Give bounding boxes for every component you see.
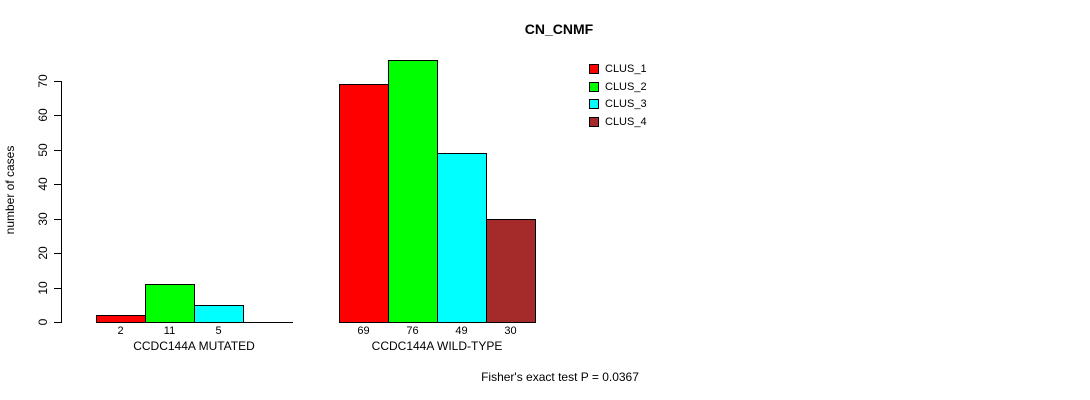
legend-item: CLUS_1 — [589, 62, 647, 76]
legend-item: CLUS_3 — [589, 97, 647, 111]
y-axis-tick — [54, 115, 61, 116]
y-axis-tick-label: 70 — [36, 74, 50, 88]
bar-clus-2-group-1 — [388, 60, 438, 323]
bar-clus-1-group-1 — [339, 84, 389, 323]
y-axis-tick-label: 0 — [36, 318, 50, 326]
bar-value-label: 2 — [117, 325, 124, 337]
legend-swatch-clus-2 — [589, 81, 599, 92]
bar-value-label: 11 — [163, 325, 176, 337]
x-group-label: CCDC144A MUTATED — [133, 339, 255, 353]
legend-label: CLUS_2 — [605, 80, 647, 93]
legend-label: CLUS_1 — [605, 63, 647, 75]
y-axis-tick — [54, 81, 61, 82]
bar-clus-2-group-0 — [145, 284, 195, 323]
y-axis-tick-label: 30 — [36, 212, 50, 226]
y-axis-tick — [54, 184, 61, 185]
legend-swatch-clus-1 — [589, 64, 599, 74]
annotation-fisher-test: Fisher's exact test P = 0.0367 — [481, 370, 639, 384]
legend-label: CLUS_4 — [605, 115, 647, 128]
bar-clus-3-group-1 — [437, 153, 487, 323]
y-axis-tick-label: 10 — [36, 281, 50, 295]
bar-clus-4-group-1 — [486, 219, 536, 323]
y-axis-line — [61, 81, 62, 323]
y-axis-tick — [54, 322, 61, 323]
bar-clus-1-group-0 — [96, 315, 146, 323]
bar-value-label: 49 — [455, 325, 468, 337]
legend-label: CLUS_3 — [605, 98, 647, 110]
bar-clus-3-group-0 — [194, 305, 244, 323]
y-axis-tick-label: 50 — [36, 143, 50, 157]
chart-title: CN_CNMF — [524, 21, 594, 37]
y-axis-tick-label: 20 — [36, 246, 50, 260]
y-axis-tick-label: 60 — [36, 108, 50, 122]
legend-swatch-clus-4 — [589, 116, 599, 127]
y-axis-label: number of cases — [3, 145, 17, 235]
x-group-label: CCDC144A WILD-TYPE — [371, 339, 503, 353]
y-axis-tick-label: 40 — [36, 177, 50, 191]
bar-value-label: 69 — [357, 325, 370, 337]
y-axis-tick — [54, 150, 61, 151]
bar-value-label: 30 — [504, 325, 517, 337]
legend-item: CLUS_2 — [589, 80, 647, 94]
bar-value-label: 5 — [215, 325, 222, 337]
bar-value-label: 76 — [406, 325, 419, 337]
legend-item: CLUS_4 — [589, 115, 647, 129]
y-axis-tick — [54, 219, 61, 220]
y-axis-tick — [54, 288, 61, 289]
legend-swatch-clus-3 — [589, 99, 599, 109]
y-axis-tick — [54, 253, 61, 254]
